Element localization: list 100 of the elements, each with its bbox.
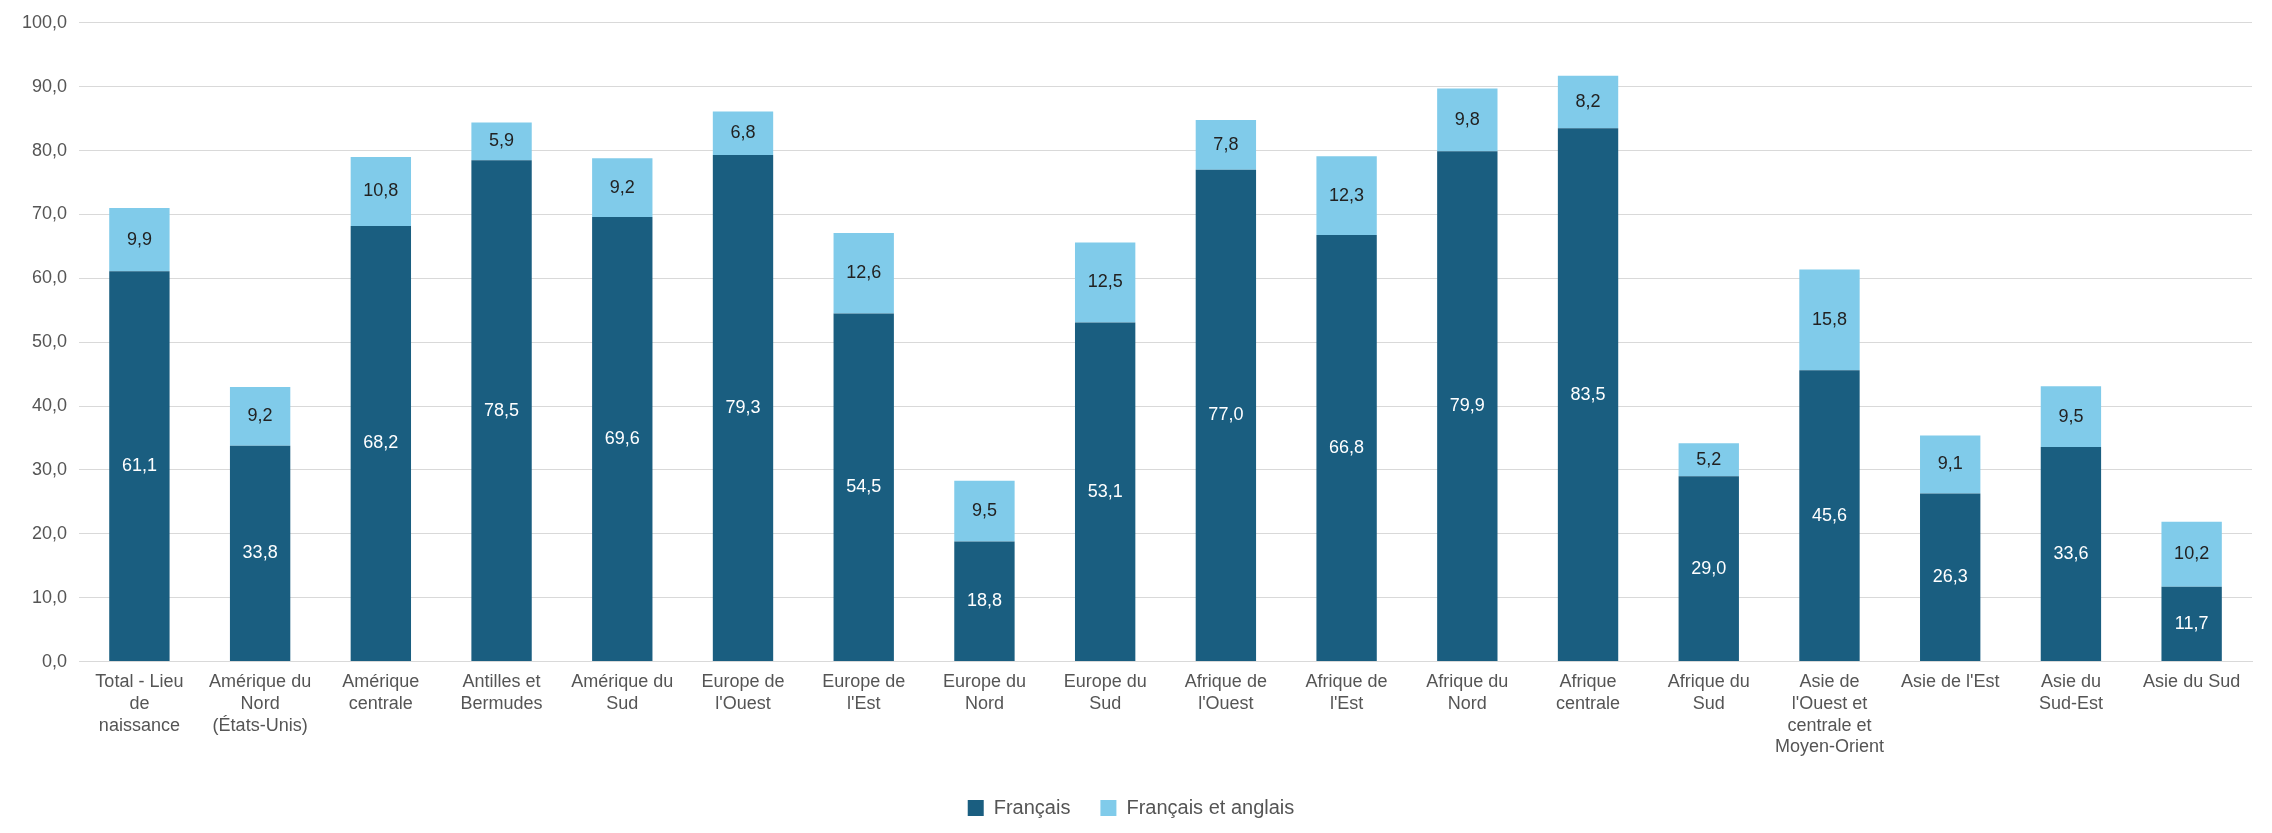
y-tick-label: 10,0 — [32, 586, 68, 607]
data-label: 61,1 — [121, 455, 157, 476]
data-label: 9,1 — [1937, 453, 1963, 474]
data-label: 7,8 — [1213, 133, 1239, 154]
bar — [1195, 169, 1257, 662]
bar — [1557, 75, 1619, 129]
bar — [350, 225, 412, 662]
legend-label: Français — [993, 795, 1071, 818]
bar — [1799, 370, 1860, 662]
x-tick-label: Asie de l'Est — [1900, 671, 2000, 692]
data-label: 33,8 — [242, 542, 278, 563]
x-tick-label: Afrique de l'Ouest — [1184, 671, 1267, 713]
bar — [1074, 322, 1136, 662]
bar — [109, 208, 170, 272]
x-tick-label: Amérique du Sud — [571, 671, 674, 713]
bar — [954, 480, 1015, 542]
bar — [471, 122, 532, 161]
bar — [592, 217, 653, 662]
x-tick-label: Afrique du Sud — [1667, 671, 1750, 713]
data-label: 9,2 — [247, 405, 273, 426]
bar — [2040, 446, 2102, 662]
y-tick-label: 100,0 — [22, 11, 68, 32]
data-label: 9,5 — [2058, 405, 2084, 426]
x-tick-label: Europe du Nord — [942, 671, 1026, 713]
bar — [350, 156, 412, 226]
bar — [954, 541, 1015, 662]
bar — [229, 445, 291, 662]
data-label: 29,0 — [1691, 557, 1727, 578]
bar — [1074, 242, 1136, 323]
data-label: 5,9 — [489, 130, 515, 151]
bar — [1557, 128, 1619, 662]
data-label: 79,3 — [725, 397, 761, 418]
x-tick-label: Asie du Sud — [2143, 671, 2241, 692]
data-label: 11,7 — [2174, 612, 2209, 633]
bar — [592, 158, 653, 217]
data-label: 79,9 — [1449, 395, 1485, 416]
data-label: 12,3 — [1329, 184, 1365, 205]
x-tick-label: Antilles et Bermudes — [460, 671, 543, 713]
data-label: 9,2 — [609, 176, 635, 197]
data-label: 9,8 — [1454, 108, 1480, 129]
y-tick-label: 80,0 — [32, 139, 68, 160]
y-tick-label: 30,0 — [32, 458, 68, 479]
bar — [1920, 435, 1981, 494]
data-label: 5,2 — [1696, 448, 1722, 469]
data-label: 6,8 — [730, 122, 756, 143]
data-label: 8,2 — [1575, 90, 1601, 111]
x-tick-label: Asie de l'Ouest et centrale et Moyen-Orient — [1774, 671, 1884, 757]
y-tick-label: 70,0 — [32, 203, 68, 224]
data-label: 10,2 — [2174, 543, 2210, 564]
x-tick-label: Europe du Sud — [1063, 671, 1147, 713]
data-label: 77,0 — [1208, 404, 1244, 425]
bar — [109, 271, 170, 662]
bar — [2161, 586, 2222, 662]
data-label: 9,5 — [971, 500, 997, 521]
bar — [1678, 476, 1739, 662]
x-tick-label: Asie du Sud-Est — [2038, 671, 2103, 713]
y-tick-label: 20,0 — [32, 522, 68, 543]
data-label: 10,8 — [363, 180, 399, 201]
legend-label: Français et anglais — [1126, 795, 1295, 818]
x-tick-label: Afrique du Nord — [1426, 671, 1509, 713]
data-label: 26,3 — [1932, 566, 1968, 587]
bar — [712, 111, 774, 156]
bar — [1678, 443, 1739, 477]
x-tick-label: Afrique centrale — [1556, 671, 1621, 713]
bar — [2040, 386, 2102, 447]
x-tick-label: Amérique centrale — [342, 671, 420, 713]
data-label: 33,6 — [2053, 543, 2089, 563]
y-tick-label: 90,0 — [32, 75, 68, 96]
y-tick-label: 50,0 — [32, 331, 68, 352]
bar — [1799, 269, 1860, 371]
data-label: 54,5 — [846, 476, 882, 497]
data-label: 12,6 — [846, 262, 882, 283]
y-tick-label: 40,0 — [32, 395, 68, 416]
bar — [1920, 493, 1981, 662]
x-tick-label: Europe de l'Est — [822, 671, 906, 713]
data-label: 69,6 — [604, 428, 640, 449]
data-label: 12,5 — [1087, 271, 1123, 292]
data-label: 68,2 — [363, 432, 399, 453]
data-label: 53,1 — [1087, 480, 1123, 501]
x-tick-label: Afrique de l'Est — [1305, 671, 1388, 713]
data-label: 45,6 — [1811, 504, 1847, 525]
bar — [1437, 88, 1498, 152]
bar — [1437, 151, 1498, 662]
data-label: 9,9 — [126, 228, 152, 249]
x-tick-label: Europe de l'Ouest — [701, 671, 785, 713]
bar — [229, 386, 291, 446]
bar — [1195, 119, 1257, 170]
data-label: 15,8 — [1811, 308, 1847, 329]
data-label: 66,8 — [1329, 436, 1365, 457]
bar — [1316, 156, 1377, 235]
y-tick-label: 60,0 — [32, 267, 68, 288]
data-label: 78,5 — [484, 399, 520, 420]
bar — [833, 232, 894, 314]
x-tick-label: Total - Lieu de naissance — [95, 671, 184, 735]
bar — [1316, 234, 1377, 662]
bar — [2161, 521, 2222, 587]
x-tick-label: Amérique du Nord (États-Unis) — [209, 671, 312, 735]
bar — [471, 160, 532, 662]
data-label: 18,8 — [966, 590, 1002, 611]
data-label: 83,5 — [1570, 383, 1606, 404]
